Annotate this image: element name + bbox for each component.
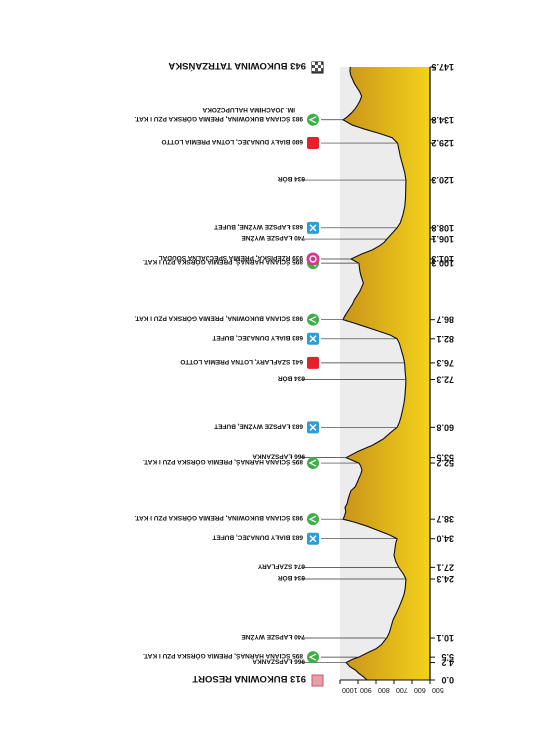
- distance-tick-label: 129.2: [431, 138, 454, 148]
- distance-tick-label: 100.3: [431, 258, 454, 268]
- waypoint-label: 939 RZEPISKA, PREMIA SPECJALNA SOUDAL: [159, 254, 303, 261]
- waypoint-label: 983 ŚCIANA BUKOWINA, PREMIA GÓRSKA PZU I…: [134, 514, 303, 523]
- elevation-tick-label: 600: [414, 686, 426, 693]
- waypoint-annotation: IM. JOACHIMA HALUPCZOKA: [202, 106, 295, 113]
- waypoint-label: 683 BIAŁY DUNAJEC, BUFET: [212, 334, 303, 341]
- distance-tick-label: 82.1: [436, 334, 454, 344]
- distance-tick-label: 27.1: [436, 562, 454, 572]
- climb-icon-glyph: [308, 316, 317, 324]
- distance-tick-label: 106.1: [431, 234, 454, 244]
- waypoint-label: 641 SZAFLARY, LOTNA PREMIA LOTTO: [180, 358, 303, 365]
- distance-tick-label: 147.5: [431, 62, 454, 72]
- distance-tick-label: 52.2: [436, 458, 454, 468]
- sprint-icon: [307, 137, 319, 150]
- climb-icon-glyph: [308, 653, 317, 661]
- waypoint-label: 983 ŚCIANA BUKOWINA, PREMIA GÓRSKA PZU I…: [134, 115, 303, 124]
- finish-label: 943 BUKOWINA TATRZAŃSKA: [168, 60, 306, 71]
- special-prize-icon-glyph: [309, 255, 317, 263]
- start-label: 913 BUKOWINA RESORT: [192, 673, 306, 684]
- waypoint-label: 895 ŚCIANA HARNAŚ, PREMIA GÓRSKA PZU I K…: [143, 458, 303, 467]
- start-flag-icon: [311, 674, 324, 687]
- waypoint-label: 634 BÓR: [278, 574, 305, 583]
- waypoint-label: 683 ŁAPSZE WYŻNE, BUFET: [214, 422, 303, 430]
- elevation-tick-label: 500: [432, 686, 444, 693]
- waypoint-label: 966 ŁAPSZANKA: [252, 658, 305, 665]
- distance-tick-label: 53.5: [436, 453, 454, 463]
- finish-flag-pattern: [312, 62, 323, 71]
- distance-tick-label: 0.0: [441, 675, 454, 685]
- climb-icon-glyph: [308, 116, 317, 124]
- waypoint-label: 683 BIAŁY DUNAJEC, BUFET: [212, 534, 303, 541]
- waypoint-label: 895 ŚCIANA HARNAŚ, PREMIA GÓRSKA PZU I K…: [143, 258, 303, 267]
- feed-zone-icon-glyph: [309, 335, 317, 343]
- feed-zone-icon-glyph: [309, 535, 317, 543]
- elevation-tick-label: 900: [360, 686, 372, 693]
- climb-icon-glyph: [308, 515, 317, 523]
- waypoint-label: 634 BÓR: [278, 375, 305, 384]
- waypoint-label: 983 ŚCIANA BUKOWINA, PREMIA GÓRSKA PZU I…: [134, 315, 303, 324]
- climb-icon-glyph: [308, 459, 317, 467]
- distance-tick-label: 76.3: [436, 358, 454, 368]
- waypoint-label: 680 BIAŁY DUNAJEC, LOTNA PREMIA LOTTO: [161, 138, 303, 145]
- waypoint-label: 740 ŁAPSZE WYŻNE: [241, 234, 305, 242]
- waypoint-label: 740 ŁAPSZE WYŻNE: [241, 633, 305, 641]
- distance-tick-label: 60.8: [436, 422, 454, 432]
- waypoint-label: 634 BÓR: [278, 175, 305, 184]
- distance-tick-label: 120.3: [431, 175, 454, 185]
- sprint-icon: [307, 356, 319, 369]
- distance-tick-label: 72.3: [436, 375, 454, 385]
- feed-zone-icon-glyph: [309, 224, 317, 232]
- waypoint-label: 674 SZAFLARY: [257, 562, 305, 569]
- waypoint-label: 683 ŁAPSZE WYŻNE, BUFET: [214, 223, 303, 231]
- feed-zone-icon-glyph: [309, 423, 317, 431]
- distance-axis: 0.0 4.25.5 10.1 24.3 27.1 34.0 38.7 52.253.5 60.…: [429, 62, 454, 685]
- elevation-tick-label: 700: [396, 686, 408, 693]
- elevation-tick-label: 800: [378, 686, 390, 693]
- distance-tick-label: 101.3: [431, 254, 454, 264]
- distance-tick-label: 4.2: [441, 658, 454, 668]
- elevation-tick-label: 1000: [342, 686, 358, 693]
- distance-tick-label: 38.7: [436, 514, 454, 524]
- distance-tick-label: 5.5: [441, 652, 454, 662]
- distance-tick-label: 134.8: [431, 115, 454, 125]
- distance-tick-label: 108.8: [431, 223, 454, 233]
- elevation-line: [342, 66, 407, 681]
- distance-tick-label: 10.1: [436, 633, 454, 643]
- elevation-area: [342, 66, 430, 681]
- waypoint-label: 895 ŚCIANA HARNAŚ, PREMIA GÓRSKA PZU I K…: [143, 652, 303, 661]
- distance-tick-label: 86.7: [436, 315, 454, 325]
- start-finish-markers: 913 BUKOWINA RESORT 943 BUKOWINA TATRZAŃS…: [168, 60, 324, 687]
- special-prize-icon: [306, 252, 320, 266]
- elevation-fill: [343, 67, 430, 680]
- leader-lines: [301, 119, 406, 663]
- distance-tick-label: 24.3: [436, 574, 454, 584]
- waypoint-label: 966 ŁAPSZANKA: [252, 453, 305, 460]
- distance-tick-label: 34.0: [436, 534, 454, 544]
